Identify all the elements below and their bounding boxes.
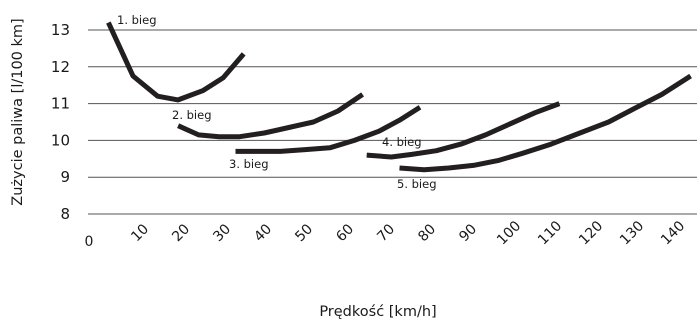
series-label: 3. bieg — [229, 157, 269, 171]
x-tick-label: 50 — [292, 221, 316, 245]
x-tick-label: 40 — [251, 221, 275, 245]
x-tick-label: 90 — [456, 221, 480, 245]
series-labels: 1. bieg 2. bieg 3. bieg 4. bieg 5. bieg — [117, 13, 437, 191]
y-axis-title: Zużycie paliwa [l/100 km] — [10, 18, 26, 205]
y-axis-ticks: 8 9 10 11 12 13 — [51, 21, 70, 223]
x-tick-label: 10 — [128, 221, 152, 245]
x-tick-label: 70 — [374, 221, 398, 245]
x-tick-label: 140 — [658, 218, 688, 248]
y-tick-label: 8 — [60, 205, 70, 223]
series-label: 4. bieg — [382, 135, 422, 149]
series-line — [366, 101, 561, 160]
series-line — [177, 92, 364, 140]
x-tick-label: 30 — [210, 221, 234, 245]
y-tick-label: 13 — [51, 21, 70, 39]
y-tick-label: 11 — [51, 95, 70, 113]
x-axis-ticks: 0 10 20 30 40 50 60 70 80 90 100 110 120 130 140 — [85, 218, 689, 250]
series-line — [106, 21, 246, 103]
x-tick-label: 130 — [617, 218, 647, 248]
series-line — [235, 105, 422, 154]
gridlines — [88, 29, 697, 215]
series-line — [399, 73, 692, 173]
x-tick-label: 20 — [169, 221, 193, 245]
x-tick-label: 60 — [333, 221, 357, 245]
series-lines — [106, 21, 692, 173]
series-label: 2. bieg — [172, 108, 212, 122]
y-tick-label: 9 — [60, 168, 70, 186]
y-tick-label: 12 — [51, 58, 70, 76]
x-tick-label: 100 — [494, 218, 524, 248]
x-tick-label: 0 — [85, 234, 94, 250]
x-tick-label: 120 — [576, 218, 606, 248]
x-axis-title: Prędkość [km/h] — [319, 304, 436, 320]
series-label: 1. bieg — [117, 13, 157, 27]
x-tick-label: 110 — [535, 218, 565, 248]
y-tick-label: 10 — [51, 131, 70, 149]
x-tick-label: 80 — [415, 221, 439, 245]
series-label: 5. bieg — [397, 177, 437, 191]
